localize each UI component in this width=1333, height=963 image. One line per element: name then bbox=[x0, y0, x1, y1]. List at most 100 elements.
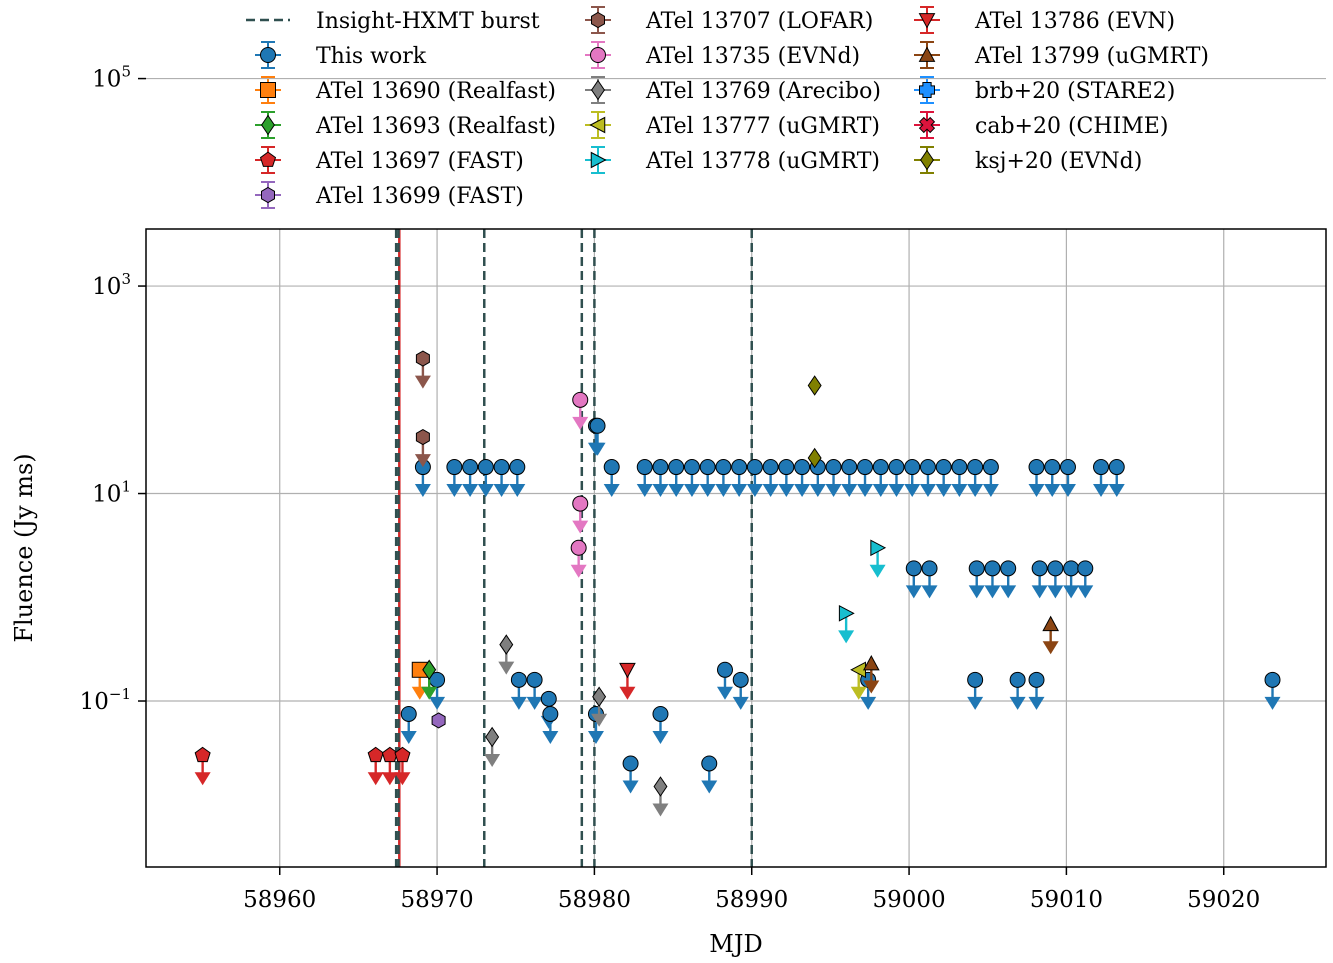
upper-limit-arrow-head bbox=[935, 484, 952, 498]
legend-marker bbox=[260, 82, 276, 98]
upper-limit-arrow-head bbox=[510, 696, 527, 710]
upper-limit-arrow-head bbox=[967, 484, 984, 498]
legend-marker bbox=[261, 186, 275, 204]
upper-limit-arrow-head bbox=[809, 484, 826, 498]
upper-limit-arrow-head bbox=[587, 730, 604, 744]
upper-limit-arrow-head bbox=[982, 484, 999, 498]
data-point bbox=[572, 391, 589, 408]
upper-limit-arrow-head bbox=[1093, 484, 1110, 498]
legend-marker bbox=[259, 151, 277, 167]
y-axis-label: Fluence (Jy ms) bbox=[10, 453, 38, 642]
upper-limit-arrow-head bbox=[701, 780, 718, 794]
data-point bbox=[935, 459, 952, 476]
data-point bbox=[570, 539, 587, 556]
x-tick-label: 58970 bbox=[400, 887, 473, 913]
x-axis: 58960 58970 58980 58990 59000 59010 59020 bbox=[243, 867, 1260, 913]
data-point bbox=[1063, 560, 1080, 577]
data-point bbox=[794, 459, 811, 476]
upper-limit-arrow-head bbox=[484, 753, 501, 767]
data-point bbox=[1042, 615, 1060, 632]
series-8 bbox=[850, 661, 867, 700]
data-point bbox=[807, 375, 822, 396]
data-point bbox=[807, 447, 822, 469]
legend-marker bbox=[918, 46, 936, 62]
series-9 bbox=[838, 539, 887, 644]
data-point bbox=[683, 459, 700, 476]
legend-label: ATel 13786 (EVN) bbox=[974, 9, 1175, 34]
legend-marker bbox=[590, 151, 607, 169]
legend-label: ATel 13697 (FAST) bbox=[315, 149, 524, 174]
data-point bbox=[422, 659, 437, 681]
legend-marker bbox=[589, 116, 606, 134]
legend-marker bbox=[918, 116, 936, 134]
data-point bbox=[857, 459, 874, 476]
data-point bbox=[951, 459, 968, 476]
legend-marker bbox=[920, 149, 934, 171]
data-point bbox=[921, 560, 938, 577]
legend-entry: cab+20 (CHIME) bbox=[914, 111, 1168, 139]
data-point bbox=[732, 671, 749, 688]
upper-limit-arrow-head bbox=[1047, 585, 1064, 599]
upper-limit-arrow-head bbox=[919, 484, 936, 498]
upper-limit-arrow-head bbox=[589, 442, 606, 456]
upper-limit-arrow-head bbox=[825, 484, 842, 498]
y-tick-label: 10−1 bbox=[80, 685, 131, 715]
legend-marker bbox=[590, 47, 606, 63]
data-point bbox=[905, 560, 922, 577]
data-point bbox=[967, 671, 984, 688]
data-point bbox=[510, 671, 527, 688]
legend-marker bbox=[919, 82, 935, 98]
x-tick-label: 58990 bbox=[715, 887, 788, 913]
data-point bbox=[446, 459, 463, 476]
data-point bbox=[485, 726, 500, 748]
data-point bbox=[1000, 560, 1017, 577]
data-point bbox=[862, 654, 880, 671]
upper-limit-arrow-head bbox=[838, 630, 855, 644]
legend-entry: ksj+20 (EVNd) bbox=[914, 146, 1142, 174]
upper-limit-arrow-head bbox=[1028, 484, 1045, 498]
data-point bbox=[762, 459, 779, 476]
upper-limit-arrow-head bbox=[526, 696, 543, 710]
data-point bbox=[477, 459, 494, 476]
legend-label: ATel 13693 (Realfast) bbox=[315, 114, 556, 139]
data-point bbox=[715, 459, 732, 476]
data-point bbox=[499, 634, 514, 655]
upper-limit-arrow-head bbox=[509, 484, 526, 498]
upper-limit-arrow-head bbox=[394, 772, 411, 786]
legend-label: ksj+20 (EVNd) bbox=[975, 149, 1142, 174]
upper-limit-arrow-head bbox=[716, 686, 733, 700]
upper-limit-arrow-head bbox=[446, 484, 463, 498]
series-0 bbox=[400, 417, 1281, 794]
legend-label: ATel 13778 (uGMRT) bbox=[645, 149, 880, 174]
upper-limit-arrow-head bbox=[1063, 585, 1080, 599]
data-point bbox=[825, 459, 842, 476]
data-point bbox=[636, 459, 653, 476]
upper-limit-arrow-head bbox=[921, 585, 938, 599]
series-10 bbox=[619, 662, 636, 700]
upper-limit-arrow-head bbox=[857, 484, 874, 498]
data-point bbox=[919, 459, 936, 476]
data-point bbox=[622, 755, 639, 772]
upper-limit-arrow-head bbox=[668, 484, 685, 498]
data-point bbox=[870, 539, 887, 557]
legend-marker bbox=[260, 47, 276, 63]
legend-label: Insight-HXMT burst bbox=[316, 9, 540, 34]
data-point bbox=[394, 746, 411, 763]
legend-marker bbox=[261, 114, 275, 136]
data-point bbox=[841, 459, 858, 476]
upper-limit-arrow-head bbox=[1009, 696, 1026, 710]
legend-label: ATel 13690 (Realfast) bbox=[315, 79, 556, 104]
x-tick-label: 59020 bbox=[1187, 887, 1260, 913]
data-point bbox=[701, 755, 718, 772]
x-axis-label: MJD bbox=[709, 930, 762, 958]
upper-limit-arrow-head bbox=[869, 564, 886, 578]
data-point bbox=[540, 690, 557, 707]
series-5 bbox=[414, 350, 431, 468]
data-point bbox=[778, 459, 795, 476]
upper-limit-arrow-head bbox=[603, 484, 620, 498]
upper-limit-arrow-head bbox=[863, 680, 880, 694]
legend-entry: Insight-HXMT burst bbox=[246, 9, 540, 34]
upper-limit-arrow-head bbox=[622, 780, 639, 794]
upper-limit-arrow-head bbox=[572, 416, 589, 430]
upper-limit-arrow-head bbox=[984, 585, 1001, 599]
